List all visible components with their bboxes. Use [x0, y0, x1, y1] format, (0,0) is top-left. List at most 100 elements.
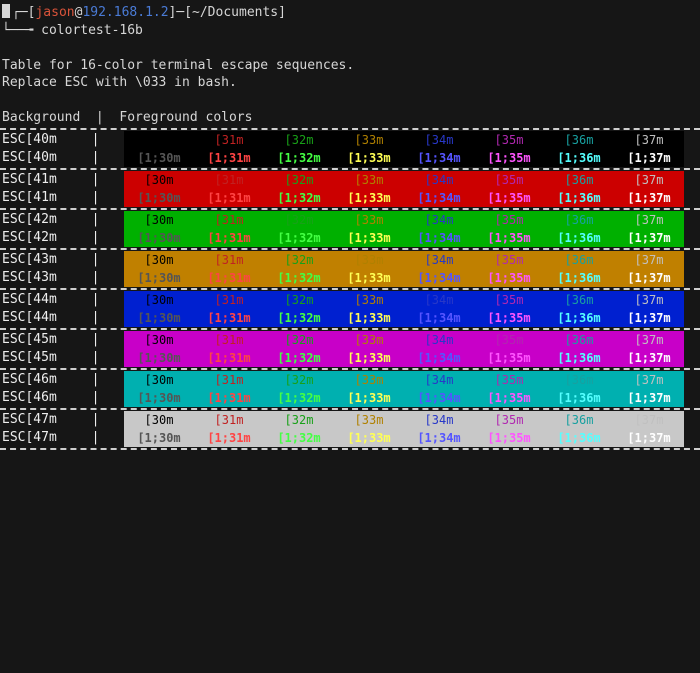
color-row: ESC[41m |[30m[31m[32m[33m[34m[35m[36m[37… — [0, 171, 700, 189]
intro-line-3: Background | Foreground colors — [0, 109, 700, 127]
separator — [0, 288, 700, 290]
fg-cell: [1;34m — [404, 190, 474, 206]
fg-cell: [30m — [124, 212, 194, 228]
fg-cell: [1;36m — [544, 270, 614, 286]
fg-cell: [31m — [194, 292, 264, 308]
fg-cell: [37m — [614, 172, 684, 188]
fg-cell: [1;33m — [334, 350, 404, 366]
fg-cell: [37m — [614, 412, 684, 428]
color-strip: [1;30m[1;31m[1;32m[1;33m[1;34m[1;35m[1;3… — [124, 229, 684, 247]
bg-label: ESC[45m — [0, 331, 76, 349]
fg-cell: [37m — [614, 332, 684, 348]
fg-cell: [34m — [404, 412, 474, 428]
prompt-bracket: ]─[ — [169, 5, 192, 20]
color-strip: [1;30m[1;31m[1;32m[1;33m[1;34m[1;35m[1;3… — [124, 269, 684, 287]
fg-cell: [1;36m — [544, 310, 614, 326]
fg-cell: [30m — [124, 372, 194, 388]
color-row: ESC[44m |[30m[31m[32m[33m[34m[35m[36m[37… — [0, 291, 700, 309]
fg-cell: [34m — [404, 212, 474, 228]
bg-label: ESC[41m — [0, 189, 76, 207]
fg-cell: [1;31m — [194, 310, 264, 326]
fg-cell: [1;30m — [124, 430, 194, 446]
fg-cell: [1;31m — [194, 270, 264, 286]
fg-cell: [1;30m — [124, 350, 194, 366]
fg-cell: [1;30m — [124, 390, 194, 406]
fg-cell: [1;30m — [124, 310, 194, 326]
fg-cell: [1;32m — [264, 230, 334, 246]
fg-cell: [1;32m — [264, 350, 334, 366]
bg-label: ESC[41m — [0, 171, 76, 189]
color-strip: [1;30m[1;31m[1;32m[1;33m[1;34m[1;35m[1;3… — [124, 149, 684, 167]
separator-pipe: | — [76, 269, 124, 287]
fg-cell: [1;37m — [614, 430, 684, 446]
fg-cell: [35m — [474, 372, 544, 388]
separator-pipe: | — [76, 291, 124, 309]
fg-cell: [35m — [474, 332, 544, 348]
fg-cell: [1;31m — [194, 150, 264, 166]
color-row: ESC[43m |[30m[31m[32m[33m[34m[35m[36m[37… — [0, 251, 700, 269]
fg-cell: [1;32m — [264, 270, 334, 286]
fg-cell: [1;37m — [614, 350, 684, 366]
fg-cell: [37m — [614, 132, 684, 148]
color-strip: [30m[31m[32m[33m[34m[35m[36m[37m — [124, 171, 684, 189]
fg-cell: [1;35m — [474, 190, 544, 206]
fg-cell: [31m — [194, 372, 264, 388]
fg-cell: [1;34m — [404, 230, 474, 246]
color-row: ESC[42m |[1;30m[1;31m[1;32m[1;33m[1;34m[… — [0, 229, 700, 247]
blank-line — [0, 92, 700, 110]
color-strip: [1;30m[1;31m[1;32m[1;33m[1;34m[1;35m[1;3… — [124, 349, 684, 367]
fg-cell: [1;35m — [474, 390, 544, 406]
fg-cell: [35m — [474, 252, 544, 268]
bg-label: ESC[46m — [0, 371, 76, 389]
fg-cell: [1;33m — [334, 390, 404, 406]
separator — [0, 368, 700, 370]
color-row: ESC[43m |[1;30m[1;31m[1;32m[1;33m[1;34m[… — [0, 269, 700, 287]
separator-pipe: | — [76, 149, 124, 167]
fg-cell: [31m — [194, 132, 264, 148]
fg-cell: [32m — [264, 172, 334, 188]
prompt-path: ~/Documents — [192, 5, 278, 20]
fg-cell: [33m — [334, 292, 404, 308]
fg-cell: [1;34m — [404, 430, 474, 446]
fg-cell: [34m — [404, 172, 474, 188]
fg-cell: [1;34m — [404, 310, 474, 326]
bg-label: ESC[42m — [0, 211, 76, 229]
command: colortest-16b — [41, 23, 143, 38]
fg-cell: [1;33m — [334, 310, 404, 326]
fg-cell: [1;31m — [194, 390, 264, 406]
fg-cell: [1;31m — [194, 230, 264, 246]
color-row: ESC[45m |[30m[31m[32m[33m[34m[35m[36m[37… — [0, 331, 700, 349]
separator — [0, 208, 700, 210]
separator-pipe: | — [76, 229, 124, 247]
color-strip: [30m[31m[32m[33m[34m[35m[36m[37m — [124, 211, 684, 229]
fg-cell: [31m — [194, 412, 264, 428]
fg-cell: [1;34m — [404, 350, 474, 366]
separator — [0, 248, 700, 250]
color-strip: [1;30m[1;31m[1;32m[1;33m[1;34m[1;35m[1;3… — [124, 189, 684, 207]
fg-cell: [1;30m — [124, 230, 194, 246]
fg-cell: [1;37m — [614, 190, 684, 206]
fg-cell: [34m — [404, 372, 474, 388]
fg-cell: [33m — [334, 252, 404, 268]
fg-cell: [31m — [194, 172, 264, 188]
separator-pipe: | — [76, 309, 124, 327]
fg-cell: [1;34m — [404, 150, 474, 166]
fg-cell: [1;35m — [474, 150, 544, 166]
fg-cell: [30m — [124, 292, 194, 308]
color-row: ESC[40m |[1;30m[1;31m[1;32m[1;33m[1;34m[… — [0, 149, 700, 167]
fg-cell: [1;30m — [124, 190, 194, 206]
fg-cell: [1;30m — [124, 270, 194, 286]
fg-cell: [1;31m — [194, 430, 264, 446]
bg-label: ESC[40m — [0, 149, 76, 167]
separator — [0, 448, 700, 450]
color-strip: [31m[32m[33m[34m[35m[36m[37m — [124, 131, 684, 149]
separator-pipe: | — [76, 189, 124, 207]
fg-cell: [1;32m — [264, 310, 334, 326]
fg-cell: [32m — [264, 212, 334, 228]
fg-cell: [1;35m — [474, 430, 544, 446]
fg-cell: [1;35m — [474, 310, 544, 326]
fg-cell: [33m — [334, 212, 404, 228]
fg-cell: [32m — [264, 332, 334, 348]
fg-cell: [35m — [474, 292, 544, 308]
prompt-host: 192.168.1.2 — [82, 5, 168, 20]
